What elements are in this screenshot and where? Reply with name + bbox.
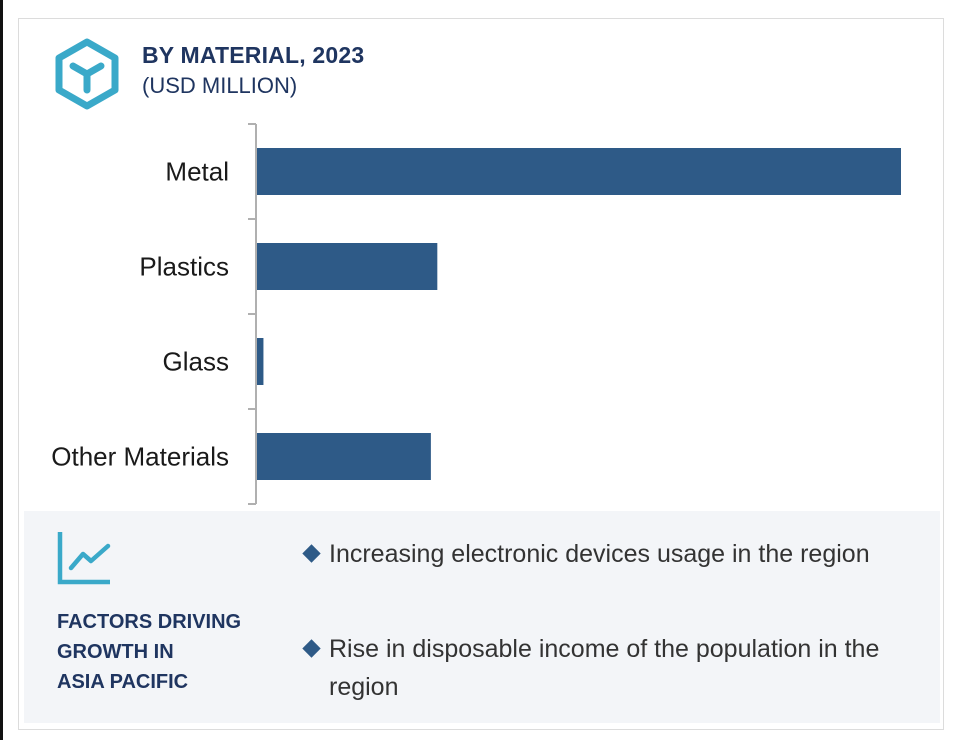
factors-panel [24,511,940,723]
trend-line-chart-icon [57,532,111,585]
window-edge [0,0,3,740]
bar-chart: Metal Plastics Glass Other Materials [51,123,901,505]
factors-heading-line: FACTORS DRIVING [57,611,242,633]
bar-other-materials [257,433,431,480]
cube-logo-icon [55,38,119,110]
factors-heading: FACTORS DRIVING GROWTH IN ASIA PACIFIC [57,607,287,697]
factor-bullet: Rise in disposable income of the populat… [302,630,912,706]
factor-bullet: Increasing electronic devices usage in t… [302,535,912,573]
category-label: Metal [165,157,229,187]
chart-subtitle: (USD MILLION) [142,73,298,98]
chart-title: BY MATERIAL, 2023 [142,42,365,68]
factors-heading-line: ASIA PACIFIC [57,671,189,693]
category-label: Glass [163,347,229,377]
bar-metal [257,148,901,195]
factor-text: Rise in disposable income of the populat… [329,635,880,701]
factor-text: Increasing electronic devices usage in t… [329,540,870,568]
category-label: Plastics [139,252,229,282]
bar-glass [257,338,264,385]
bar-plastics [257,243,438,290]
factors-heading-line: GROWTH IN [57,641,174,663]
category-label: Other Materials [51,442,229,472]
